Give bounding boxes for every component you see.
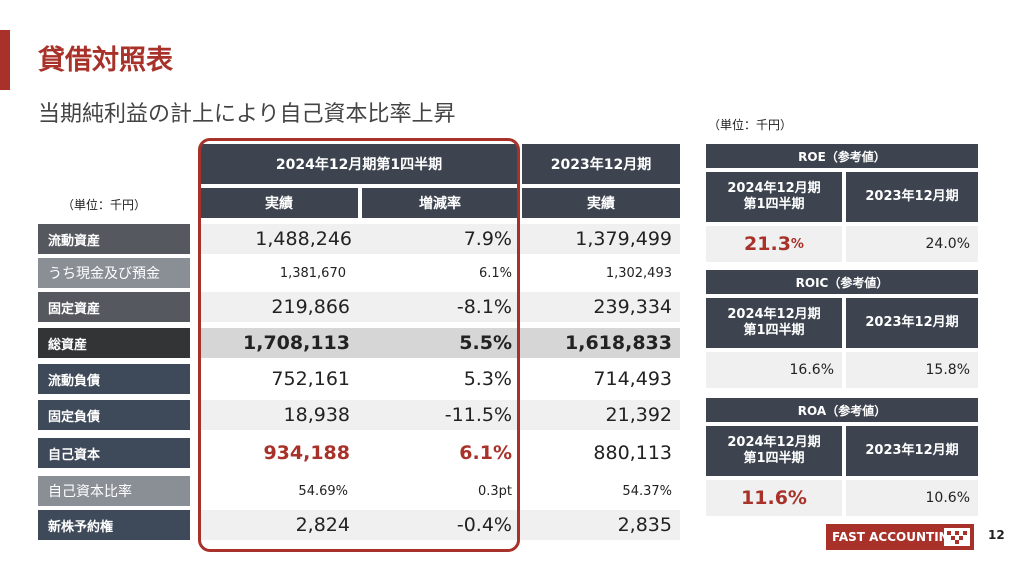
row-label: 固定負債 [38, 400, 190, 430]
value-change: -11.5% [444, 404, 512, 426]
roe-current-value: 21.3% [706, 226, 842, 262]
row-label: 自己資本 [38, 438, 190, 468]
roa-col-current: 2024年12月期 第1四半期 [706, 426, 842, 476]
roe-prior-value: 24.0% [846, 226, 978, 262]
roic-col-prior: 2023年12月期 [846, 298, 978, 348]
value-prior: 1,379,499 [575, 228, 672, 250]
value-prior: 54.37% [622, 483, 672, 499]
header-current-period: 2024年12月期第1四半期 [200, 144, 518, 184]
roe-col-current: 2024年12月期 第1四半期 [706, 172, 842, 222]
value-current: 2,824 [295, 514, 350, 536]
value-change: 5.3% [463, 368, 512, 390]
logo-mark-icon [944, 528, 970, 546]
current-period-highlight [198, 138, 520, 552]
title-accent-bar [0, 30, 10, 90]
value-prior: 2,835 [617, 514, 672, 536]
roe-title: ROE（参考値） [706, 144, 978, 168]
header-prior-actual: 実績 [522, 188, 680, 218]
row-label: うち現金及び預金 [38, 258, 190, 288]
value-prior: 1,618,833 [565, 332, 672, 354]
roa-title: ROA（参考値） [706, 398, 978, 422]
value-current: 1,708,113 [243, 332, 350, 354]
roa-col-prior: 2023年12月期 [846, 426, 978, 476]
row-label: 自己資本比率 [38, 476, 190, 506]
roic-prior-value: 15.8% [846, 352, 978, 388]
value-change: 7.9% [463, 228, 512, 250]
roe-col-prior: 2023年12月期 [846, 172, 978, 222]
value-prior: 880,113 [593, 442, 672, 464]
value-prior: 239,334 [593, 296, 672, 318]
value-current: 18,938 [283, 404, 350, 426]
value-prior: 21,392 [605, 404, 672, 426]
row-label: 流動資産 [38, 224, 190, 254]
unit-label-left: （単位：千円） [62, 198, 147, 212]
roic-current-value: 16.6% [706, 352, 842, 388]
value-change: 5.5% [459, 332, 512, 354]
header-prior-period: 2023年12月期 [522, 144, 680, 184]
value-current: 1,488,246 [255, 228, 352, 250]
value-change: -8.1% [456, 296, 512, 318]
roa-current-value: 11.6% [706, 480, 842, 516]
unit-label-right: （単位：千円） [708, 118, 793, 132]
value-current: 1,381,670 [279, 265, 346, 281]
roic-col-current: 2024年12月期 第1四半期 [706, 298, 842, 348]
header-change-rate: 増減率 [362, 188, 518, 218]
value-prior: 714,493 [593, 368, 672, 390]
row-label: 流動負債 [38, 364, 190, 394]
value-current: 219,866 [271, 296, 350, 318]
roic-title: ROIC（参考値） [706, 270, 978, 294]
value-current: 54.69% [298, 483, 348, 499]
roa-prior-value: 10.6% [846, 480, 978, 516]
page-number: 12 [988, 528, 1005, 542]
value-change: -0.4% [456, 514, 512, 536]
header-actual: 実績 [200, 188, 358, 218]
value-change: 0.3pt [477, 483, 512, 499]
value-prior: 1,302,493 [605, 265, 672, 281]
company-logo: FAST ACCOUNTING [826, 524, 974, 550]
page-subtitle: 当期純利益の計上により自己資本比率上昇 [38, 102, 456, 127]
row-label: 総資産 [38, 328, 190, 358]
page-title: 貸借対照表 [38, 45, 173, 76]
row-label: 新株予約権 [38, 510, 190, 540]
value-current: 752,161 [271, 368, 350, 390]
row-label: 固定資産 [38, 292, 190, 322]
value-change: 6.1% [478, 265, 512, 281]
value-change: 6.1% [459, 442, 512, 464]
value-current: 934,188 [263, 442, 350, 464]
